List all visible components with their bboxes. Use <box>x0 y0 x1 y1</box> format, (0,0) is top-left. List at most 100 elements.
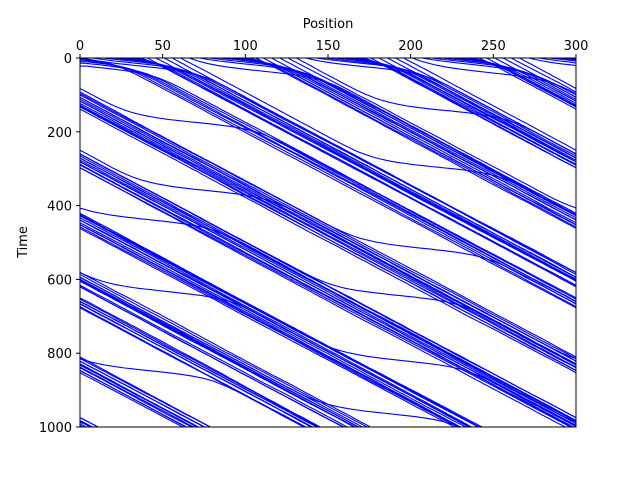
trajectory-line <box>287 58 576 209</box>
trajectory-line <box>370 58 576 169</box>
trajectory-line <box>395 58 576 155</box>
trajectory-line <box>80 286 344 427</box>
trajectory-line <box>80 298 321 427</box>
trajectory-line <box>80 227 455 427</box>
trajectory-line <box>80 364 198 427</box>
trajectory-line <box>80 222 466 427</box>
trajectory-line <box>271 58 576 221</box>
trajectory-line <box>80 224 460 427</box>
trajectory-line <box>80 104 576 369</box>
trajectory-line <box>80 157 576 423</box>
trajectory-line <box>80 226 458 427</box>
x-axis-ticks: 0 50 100 150 200 250 300 <box>76 39 589 58</box>
trajectory-line <box>494 58 576 102</box>
y-tick-label: 1000 <box>39 421 72 436</box>
trajectory-line <box>387 58 576 159</box>
trajectory-line <box>80 272 371 427</box>
trajectory-line <box>80 417 99 427</box>
trajectory-line <box>478 58 576 110</box>
trajectory-line <box>80 97 576 360</box>
trajectory-line <box>80 65 576 299</box>
x-tick-label: 250 <box>481 39 506 54</box>
trajectory-line <box>80 160 576 425</box>
trajectory-line <box>80 301 318 427</box>
trajectory-line <box>80 303 313 427</box>
trajectory-line <box>80 358 211 427</box>
trajectory-line <box>80 274 368 427</box>
trajectory-line <box>80 98 576 365</box>
trajectory-line <box>255 58 576 229</box>
trajectory-line <box>519 58 576 90</box>
x-tick-label: 150 <box>316 39 341 54</box>
trajectory-line <box>316 58 576 157</box>
trajectory-line <box>163 58 576 278</box>
trajectory-line <box>80 281 356 427</box>
trajectory-line <box>92 58 576 276</box>
trajectory-line <box>510 58 576 93</box>
x-axis-title: Position <box>303 17 354 32</box>
trajectory-line <box>263 58 576 226</box>
trajectory-line <box>80 276 460 427</box>
trajectory-line <box>80 367 192 427</box>
trajectory-line <box>111 58 576 280</box>
trajectory-line <box>80 167 571 427</box>
y-tick-label: 400 <box>47 200 72 215</box>
y-tick-label: 200 <box>47 126 72 141</box>
trajectory-line <box>80 100 576 366</box>
trajectory-line <box>334 58 576 161</box>
trajectory-line <box>219 58 576 219</box>
trajectory-line <box>538 58 576 64</box>
trajectory-line <box>471 58 576 108</box>
trajectory-line <box>80 109 576 374</box>
trajectory-line <box>502 58 576 99</box>
y-tick-label: 0 <box>64 52 72 67</box>
x-tick-label: 0 <box>76 39 84 54</box>
trajectory-line <box>403 58 576 151</box>
trajectory-line <box>80 103 576 368</box>
trajectory-line <box>378 58 576 163</box>
trajectory-line <box>80 61 576 303</box>
trajectory-line <box>80 58 576 309</box>
trajectory-line <box>350 58 576 165</box>
trajectory-line <box>80 366 194 427</box>
trajectory-line <box>134 58 576 286</box>
y-axis-title: Time <box>16 226 31 259</box>
trajectory-line <box>80 215 576 427</box>
trajectory-line <box>80 370 186 427</box>
trajectory-line <box>80 423 87 427</box>
y-axis-ticks: 0 200 400 600 800 1000 <box>39 52 80 436</box>
trajectory-line <box>343 58 576 163</box>
trajectory-line <box>80 59 576 305</box>
y-tick-label: 600 <box>47 273 72 288</box>
x-tick-label: 200 <box>398 39 423 54</box>
trajectory-line <box>80 58 576 308</box>
x-tick-label: 50 <box>154 39 171 54</box>
trajectory-line <box>80 284 348 427</box>
trajectory-line <box>199 58 576 216</box>
trajectory-line <box>80 106 576 372</box>
trajectory-line <box>80 360 205 427</box>
trajectory-line <box>486 58 576 107</box>
trajectory-lines <box>80 58 576 427</box>
trajectory-line <box>528 58 576 67</box>
trajectory-line <box>80 219 471 427</box>
trajectory-line <box>80 422 94 427</box>
trajectory-line <box>155 58 576 282</box>
trajectory-line <box>80 165 572 427</box>
x-tick-label: 300 <box>564 39 589 54</box>
trajectory-line <box>147 58 576 288</box>
trajectory-line <box>80 298 320 427</box>
trajectory-line <box>248 58 576 228</box>
trajectory-line <box>80 372 183 427</box>
trajectory-line <box>80 217 472 427</box>
trajectory-line <box>235 58 576 224</box>
trajectory-line <box>465 58 576 106</box>
trajectory-line <box>80 307 305 427</box>
trajectory-line <box>80 279 359 427</box>
trajectory-line <box>172 58 576 274</box>
trajectory-line <box>80 95 576 360</box>
y-tick-label: 800 <box>47 347 72 362</box>
trajectory-line <box>80 167 566 427</box>
x-tick-label: 100 <box>233 39 258 54</box>
